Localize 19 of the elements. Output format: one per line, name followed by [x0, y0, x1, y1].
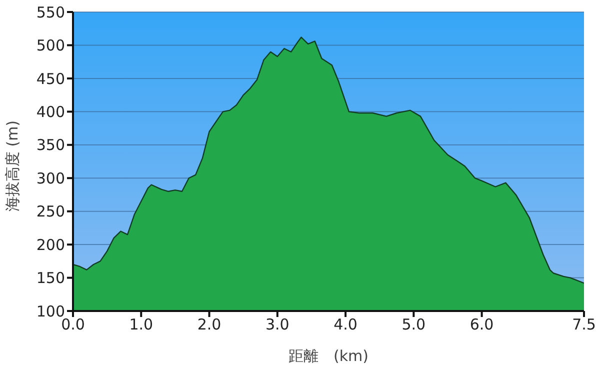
y-tick-label: 450: [36, 70, 65, 88]
x-tick-label: 6.0: [470, 316, 494, 334]
x-tick-label: 1.0: [129, 316, 154, 334]
x-tick-label: 3.0: [265, 316, 290, 334]
x-tick-label: 0.0: [61, 316, 85, 334]
y-tick-label: 500: [36, 36, 65, 55]
y-tick-label: 550: [36, 3, 65, 22]
y-tick-label: 400: [36, 102, 65, 121]
x-tick-label: 5.0: [402, 316, 426, 334]
y-tick-label: 150: [36, 269, 65, 288]
x-tick-label: 2.0: [197, 316, 222, 334]
y-tick-label: 200: [36, 236, 65, 254]
y-tick-label: 300: [36, 169, 65, 188]
x-tick-label: 4.0: [334, 316, 358, 334]
x-axis-title: 距離 (km): [288, 347, 369, 365]
y-axis-title: 海拔高度 (m): [3, 120, 22, 212]
y-tick-label: 250: [36, 202, 65, 221]
x-tick-label: 7.5: [572, 316, 596, 334]
y-tick-label: 350: [36, 136, 65, 154]
